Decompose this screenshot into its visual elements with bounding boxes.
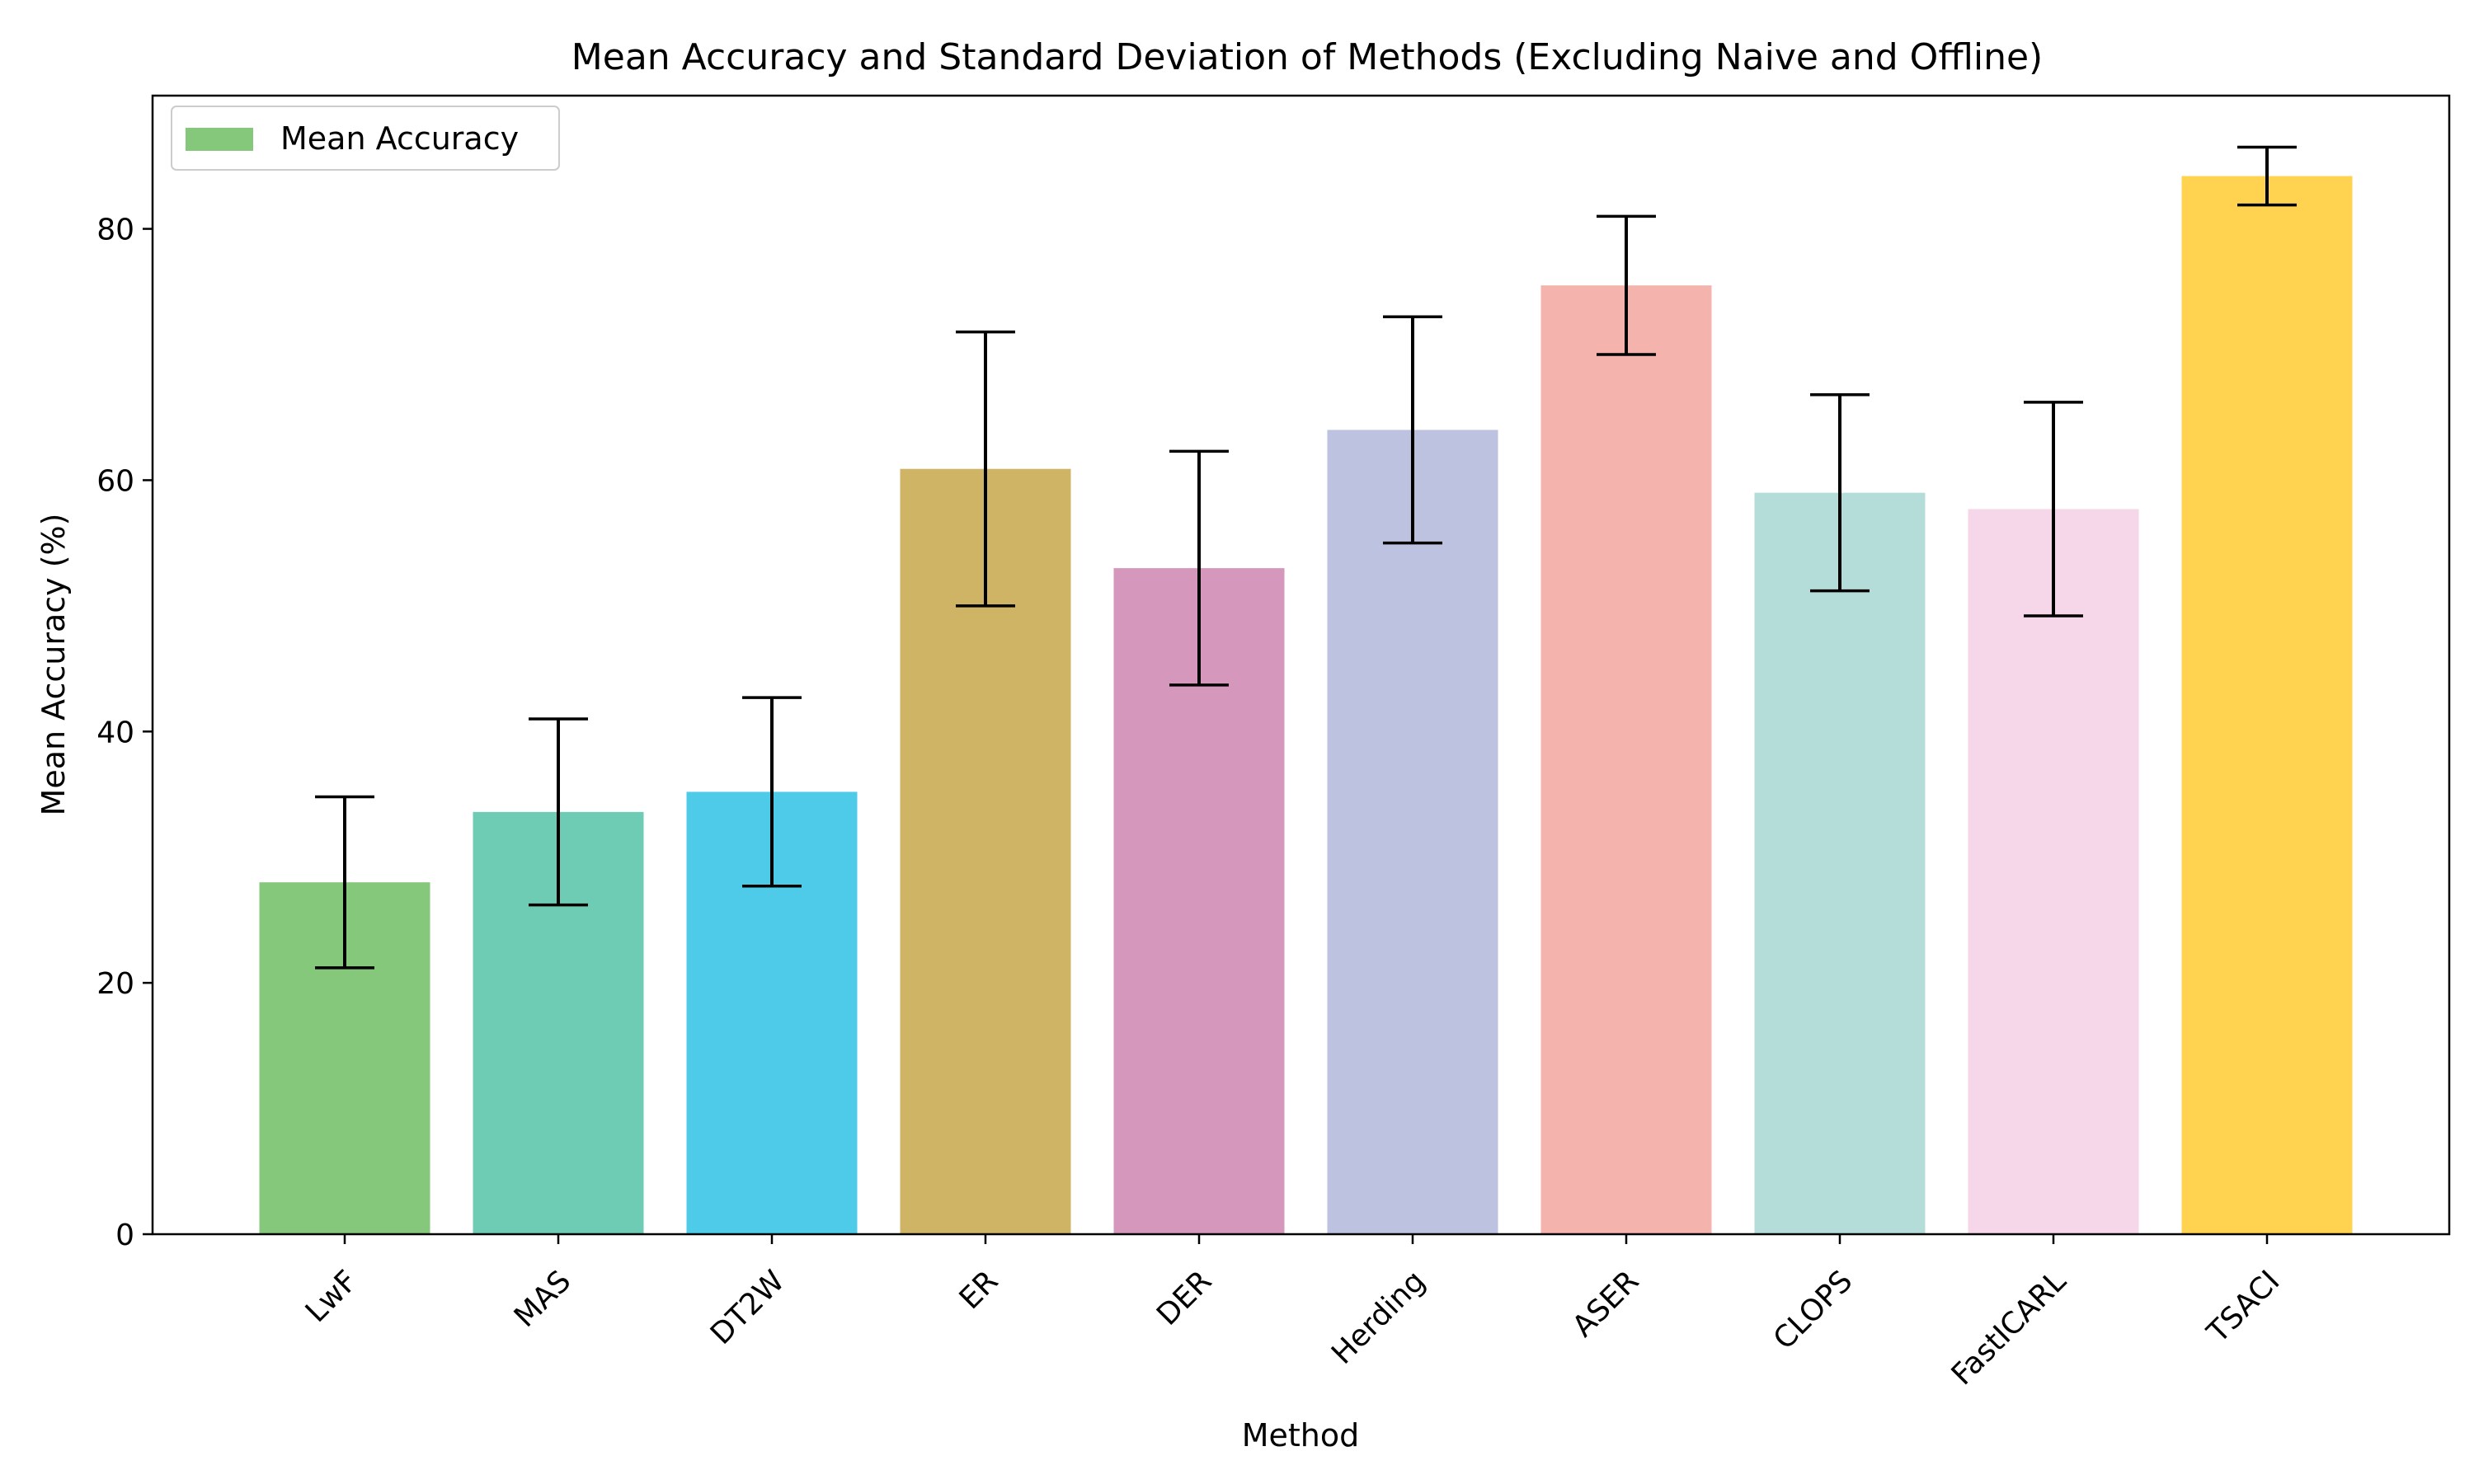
x-tick-label: MAS	[508, 1264, 578, 1334]
plot-area: 0 20 40 60 80 LwF MAS DT2W ER DER Herding ASER CLOPS…	[96, 145, 2353, 1392]
x-tick-label: FastICARL	[1945, 1264, 2073, 1392]
x-axis-label: Method	[1242, 1417, 1360, 1453]
y-tick-label: 0	[115, 1219, 134, 1252]
bar	[1327, 430, 1498, 1234]
y-tick-label: 80	[96, 214, 134, 247]
x-tick-label: LwF	[299, 1264, 365, 1329]
bar	[2181, 176, 2353, 1234]
bar	[1754, 492, 1926, 1234]
y-axis-label: Mean Accuracy (%)	[35, 514, 72, 816]
legend-label: Mean Accuracy	[280, 120, 519, 157]
x-tick-label: CLOPS	[1767, 1264, 1860, 1356]
x-tick-label: ASER	[1566, 1264, 1645, 1343]
x-tick-label: TSACI	[2200, 1264, 2286, 1350]
x-tick-label: ER	[953, 1264, 1005, 1316]
x-tick-label: DT2W	[704, 1264, 792, 1351]
plot-frame	[151, 94, 2451, 1236]
legend-swatch	[186, 128, 253, 151]
legend-frame	[171, 106, 560, 171]
x-tick-label: Herding	[1325, 1264, 1432, 1370]
y-tick-label: 40	[96, 716, 134, 749]
x-tick-label: DER	[1150, 1264, 1218, 1331]
legend: Mean Accuracy	[171, 106, 560, 171]
bar	[1540, 285, 1712, 1235]
y-tick-label: 60	[96, 464, 134, 498]
bar	[1968, 509, 2139, 1234]
y-tick-label: 20	[96, 967, 134, 1001]
chart-title: Mean Accuracy and Standard Deviation of …	[571, 36, 2043, 78]
